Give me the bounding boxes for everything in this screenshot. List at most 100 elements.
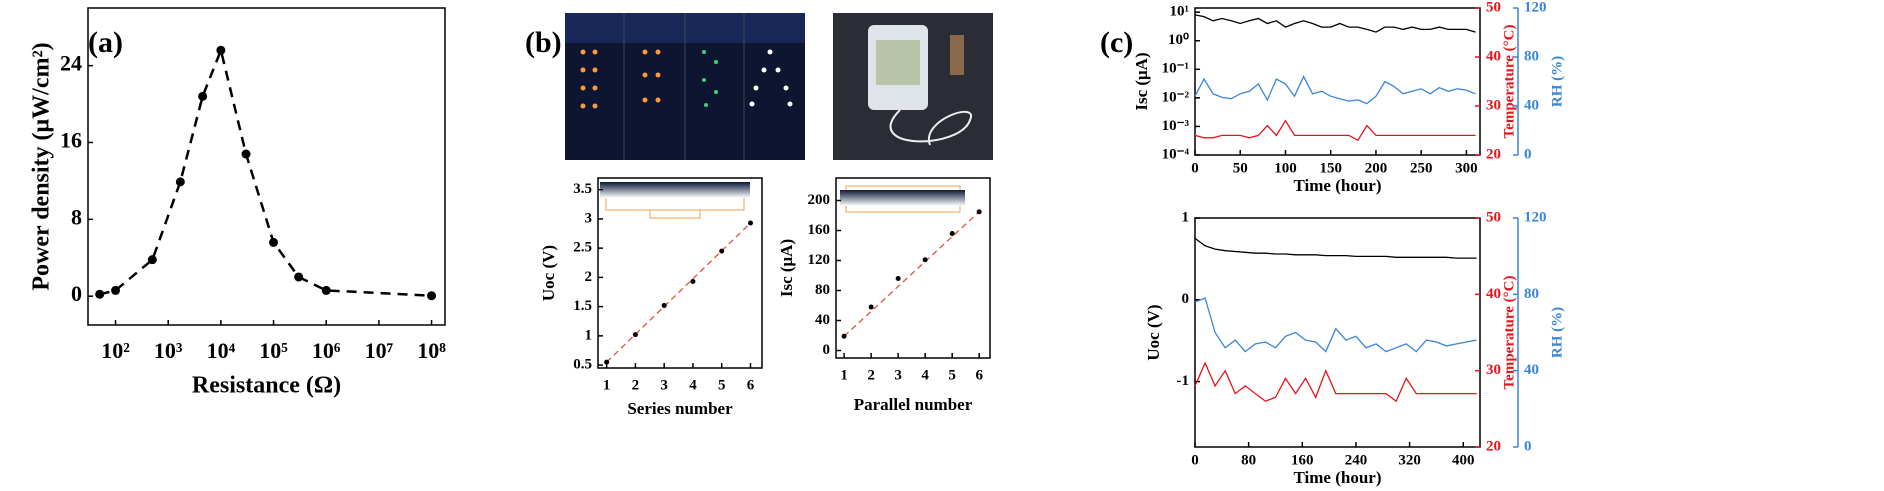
y-tick-label: 10⁰ bbox=[1168, 32, 1189, 48]
data-point bbox=[175, 177, 185, 187]
series-line bbox=[1194, 14, 1476, 33]
x-tick-label: 0 bbox=[1191, 160, 1199, 176]
y-tick-label: 1.5 bbox=[573, 298, 592, 314]
x-tick-label: 240 bbox=[1345, 452, 1368, 468]
x-tick-label: 250 bbox=[1410, 160, 1433, 176]
y-tick-label: 0 bbox=[823, 342, 831, 358]
data-point bbox=[895, 276, 901, 281]
y-tick-label: 0 bbox=[71, 281, 82, 306]
x-tick-label: 400 bbox=[1452, 452, 1475, 468]
data-point bbox=[661, 302, 667, 308]
data-point bbox=[241, 149, 251, 159]
x-tick-label: 4 bbox=[689, 377, 697, 393]
x-tick-label: 10⁶ bbox=[312, 338, 341, 363]
y3-tick-label: 0 bbox=[1524, 146, 1532, 162]
data-point bbox=[719, 248, 725, 254]
x-tick-label: 3 bbox=[660, 377, 668, 393]
trend-line bbox=[843, 211, 980, 337]
y-tick-label: 10⁻⁴ bbox=[1162, 146, 1190, 162]
y3-tick-label: 40 bbox=[1524, 362, 1539, 378]
series-line bbox=[1194, 119, 1476, 142]
plot-frame bbox=[1194, 217, 1481, 448]
x-tick-label: 2 bbox=[867, 367, 875, 383]
y-tick-label: 80 bbox=[815, 282, 830, 298]
y-tick-label: 8 bbox=[71, 204, 82, 229]
data-point bbox=[294, 272, 304, 282]
panel-label: (b) bbox=[525, 26, 562, 59]
y-tick-label: 0 bbox=[1182, 291, 1190, 307]
y2-axis-title: Temperature (°C) bbox=[1501, 276, 1517, 390]
x-tick-label: 300 bbox=[1455, 160, 1478, 176]
y3-tick-label: 80 bbox=[1524, 48, 1539, 64]
y-tick-label: 2 bbox=[585, 269, 593, 285]
data-point bbox=[321, 285, 331, 295]
data-point bbox=[604, 359, 610, 365]
y-tick-label: -1 bbox=[1177, 373, 1190, 389]
x-tick-label: 10² bbox=[101, 338, 130, 363]
x-tick-label: 10⁸ bbox=[417, 338, 446, 363]
x-axis-title: Time (hour) bbox=[1294, 468, 1382, 487]
x-tick-label: 3 bbox=[894, 367, 902, 383]
data-point bbox=[747, 220, 753, 226]
y-axis-title: Power density (μW/cm²) bbox=[29, 42, 55, 290]
y2-axis-title: Temperature (°C) bbox=[1501, 25, 1517, 139]
x-axis-title: Series number bbox=[627, 399, 733, 418]
y-tick-label: 10⁻³ bbox=[1162, 118, 1190, 134]
x-tick-label: 10⁵ bbox=[259, 338, 288, 363]
y-tick-label: 1 bbox=[585, 327, 593, 343]
plot-frame bbox=[835, 177, 991, 359]
x-tick-label: 80 bbox=[1241, 452, 1256, 468]
y-tick-label: 120 bbox=[808, 252, 831, 268]
y-tick-label: 16 bbox=[60, 128, 82, 153]
y2-tick-label: 50 bbox=[1486, 0, 1501, 15]
y-tick-label: 1 bbox=[1182, 209, 1190, 225]
y2-tick-label: 50 bbox=[1486, 209, 1501, 225]
data-point bbox=[216, 45, 226, 55]
data-point bbox=[269, 237, 279, 247]
photo-leds bbox=[565, 13, 805, 160]
x-tick-label: 5 bbox=[718, 377, 726, 393]
x-tick-label: 0 bbox=[1191, 452, 1199, 468]
x-tick-label: 150 bbox=[1319, 160, 1342, 176]
x-axis-title: Time (hour) bbox=[1294, 176, 1382, 195]
x-tick-label: 2 bbox=[632, 377, 640, 393]
data-point bbox=[841, 333, 847, 339]
y3-tick-label: 120 bbox=[1524, 209, 1547, 225]
y2-tick-label: 20 bbox=[1486, 438, 1501, 454]
panel-label: (c) bbox=[1100, 26, 1133, 59]
data-point bbox=[111, 285, 121, 295]
data-point bbox=[949, 231, 955, 236]
y-tick-label: 40 bbox=[815, 312, 830, 328]
x-tick-label: 320 bbox=[1398, 452, 1421, 468]
y-axis-title: Isc (μA) bbox=[1132, 52, 1151, 110]
y-axis-title: Uoc (V) bbox=[539, 245, 558, 301]
x-tick-label: 1 bbox=[603, 377, 611, 393]
data-point bbox=[922, 257, 928, 263]
y2-tick-label: 30 bbox=[1486, 97, 1501, 113]
y-axis-title: Uoc (V) bbox=[1144, 304, 1163, 360]
y-tick-label: 3 bbox=[585, 210, 593, 226]
y3-tick-label: 0 bbox=[1524, 438, 1532, 454]
y-tick-label: 3.5 bbox=[573, 181, 592, 197]
y3-axis-title: RH (%) bbox=[1549, 307, 1565, 358]
data-point bbox=[632, 332, 638, 338]
circuit-inset bbox=[600, 182, 965, 219]
y-tick-label: 200 bbox=[808, 192, 831, 208]
series-line bbox=[1194, 297, 1477, 353]
y-tick-label: 10⁻² bbox=[1162, 89, 1190, 105]
x-tick-label: 10⁴ bbox=[207, 338, 236, 363]
data-point bbox=[690, 278, 696, 284]
y-tick-label: 2.5 bbox=[573, 240, 592, 256]
x-tick-label: 10³ bbox=[154, 338, 183, 363]
y3-tick-label: 120 bbox=[1524, 0, 1547, 15]
plot-frame bbox=[1194, 7, 1481, 156]
series-line bbox=[1194, 361, 1477, 403]
y-tick-label: 10⁻¹ bbox=[1162, 61, 1189, 77]
x-tick-label: 6 bbox=[975, 367, 983, 383]
x-tick-label: 10⁷ bbox=[365, 338, 394, 363]
y-tick-label: 10¹ bbox=[1170, 4, 1190, 20]
x-tick-label: 6 bbox=[747, 377, 755, 393]
series-line bbox=[1194, 75, 1476, 105]
y3-tick-label: 80 bbox=[1524, 286, 1539, 302]
x-axis-title: Parallel number bbox=[854, 395, 973, 414]
